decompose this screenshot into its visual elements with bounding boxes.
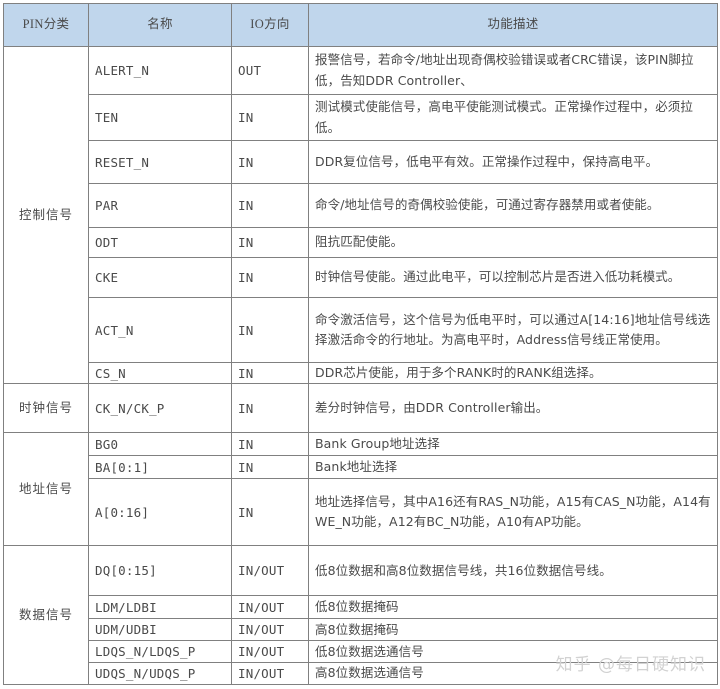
cell-description: 低8位数据和高8位数据信号线，共16位数据信号线。 xyxy=(308,545,718,597)
cell-io-direction: IN xyxy=(231,227,309,258)
table-row: 时钟信号 CK_N/CK_P IN 差分时钟信号，由DDR Controller输出。 xyxy=(3,383,718,434)
cell-io-direction: IN xyxy=(231,432,309,457)
cell-description: 高8位数据选通信号 xyxy=(308,662,718,685)
cell-description: 阻抗匹配使能。 xyxy=(308,227,718,258)
cell-description: 时钟信号使能。通过此电平，可以控制芯片是否进入低功耗模式。 xyxy=(308,257,718,298)
table-row: UDM/UDBI IN/OUT 高8位数据掩码 xyxy=(4,618,718,642)
cell-io-direction: IN/OUT xyxy=(231,618,309,642)
cell-io-direction: IN xyxy=(231,297,309,363)
table-row: PAR IN 命令/地址信号的奇偶校验使能，可通过寄存器禁用或者使能。 xyxy=(4,183,718,228)
table-header-row: PIN分类 名称 IO方向 功能描述 xyxy=(3,3,718,47)
cell-io-direction: IN xyxy=(231,478,309,547)
cell-io-direction: IN/OUT xyxy=(231,545,309,597)
cell-description: 报警信号，若命令/地址出现奇偶校验错误或者CRC错误，该PIN脚拉低，告知DDR… xyxy=(308,46,718,95)
cell-io-direction: IN/OUT xyxy=(231,662,309,685)
cell-description: Bank Group地址选择 xyxy=(308,432,718,457)
cell-description: 命令激活信号，这个信号为低电平时，可以通过A[14:16]地址信号线选择激活命令… xyxy=(308,297,718,363)
cell-pin-name: BA[0:1] xyxy=(88,455,232,480)
table-row: 数据信号 DQ[0:15] IN/OUT 低8位数据和高8位数据信号线，共16位数据信… xyxy=(3,545,718,685)
table-row: BA[0:1] IN Bank地址选择 xyxy=(4,455,718,480)
cell-pin-name: DQ[0:15] xyxy=(88,545,232,597)
table-row: 地址信号 BG0 IN Bank Group地址选择 xyxy=(3,432,718,547)
table-row: RESET_N IN DDR复位信号，低电平有效。正常操作过程中，保持高电平。 xyxy=(4,140,718,184)
cell-io-direction: IN xyxy=(231,257,309,298)
cell-pin-name: UDQS_N/UDQS_P xyxy=(88,662,232,685)
cell-io-direction: IN/OUT xyxy=(231,640,309,664)
cell-description: 差分时钟信号，由DDR Controller输出。 xyxy=(308,383,718,434)
cell-category: 控制信号 xyxy=(3,45,89,385)
cell-description: Bank地址选择 xyxy=(308,455,718,480)
table-row: LDQS_N/LDQS_P IN/OUT 低8位数据选通信号 xyxy=(4,640,718,664)
table-row: A[0:16] IN 地址选择信号，其中A16还有RAS_N功能，A15有CAS_N… xyxy=(4,478,718,547)
cell-pin-name: BG0 xyxy=(88,432,232,457)
cell-io-direction: IN/OUT xyxy=(231,595,309,620)
table-row: CKE IN 时钟信号使能。通过此电平，可以控制芯片是否进入低功耗模式。 xyxy=(4,257,718,298)
cell-pin-name: CKE xyxy=(88,257,232,298)
cell-description: 低8位数据掩码 xyxy=(308,595,718,620)
cell-description: 高8位数据掩码 xyxy=(308,618,718,642)
cell-pin-name: ODT xyxy=(88,227,232,258)
cell-io-direction: IN xyxy=(231,94,309,141)
cell-pin-name: UDM/UDBI xyxy=(88,618,232,642)
cell-category: 时钟信号 xyxy=(3,383,89,434)
cell-pin-name: CK_N/CK_P xyxy=(88,383,232,434)
cell-pin-name: CS_N xyxy=(88,361,232,385)
table-row: ODT IN 阻抗匹配使能。 xyxy=(4,227,718,258)
cell-pin-name: A[0:16] xyxy=(88,478,232,547)
table-row: ACT_N IN 命令激活信号，这个信号为低电平时，可以通过A[14:16]地址信号… xyxy=(4,297,718,363)
cell-io-direction: OUT xyxy=(231,46,309,95)
table-row: 控制信号 ALERT_N OUT 报警信号，若命令/地址出现奇偶校验错误或者CRC错误… xyxy=(3,45,718,385)
cell-description: 命令/地址信号的奇偶校验使能，可通过寄存器禁用或者使能。 xyxy=(308,183,718,228)
cell-description: 低8位数据选通信号 xyxy=(308,640,718,664)
cell-pin-name: ALERT_N xyxy=(88,46,232,95)
cell-io-direction: IN xyxy=(231,361,309,385)
column-header-io: IO方向 xyxy=(231,3,309,47)
column-header-desc: 功能描述 xyxy=(308,3,718,47)
cell-category: 地址信号 xyxy=(3,432,89,547)
table-header: PIN分类 名称 IO方向 功能描述 xyxy=(3,3,718,47)
table-row: UDQS_N/UDQS_P IN/OUT 高8位数据选通信号 xyxy=(4,662,718,685)
cell-io-direction: IN xyxy=(231,140,309,184)
cell-pin-name: LDM/LDBI xyxy=(88,595,232,620)
cell-description: 测试模式使能信号，高电平使能测试模式。正常操作过程中，必须拉低。 xyxy=(308,94,718,141)
cell-category: 数据信号 xyxy=(3,545,89,685)
table-row: TEN IN 测试模式使能信号，高电平使能测试模式。正常操作过程中，必须拉低。 xyxy=(4,94,718,141)
cell-pin-name: LDQS_N/LDQS_P xyxy=(88,640,232,664)
column-header-name: 名称 xyxy=(88,3,232,47)
cell-description: DDR复位信号，低电平有效。正常操作过程中，保持高电平。 xyxy=(308,140,718,184)
cell-io-direction: IN xyxy=(231,183,309,228)
cell-description: 地址选择信号，其中A16还有RAS_N功能，A15有CAS_N功能，A14有WE… xyxy=(308,478,718,547)
column-header-category: PIN分类 xyxy=(3,3,89,47)
cell-pin-name: ACT_N xyxy=(88,297,232,363)
cell-pin-name: TEN xyxy=(88,94,232,141)
cell-io-direction: IN xyxy=(231,455,309,480)
table-body: 控制信号 ALERT_N OUT 报警信号，若命令/地址出现奇偶校验错误或者CRC错误… xyxy=(3,45,718,685)
pin-description-table: PIN分类 名称 IO方向 功能描述 控制信号 ALERT_N OUT 报警信号，若命… xyxy=(3,3,718,685)
cell-description: DDR芯片使能，用于多个RANK时的RANK组选择。 xyxy=(308,361,718,385)
cell-pin-name: RESET_N xyxy=(88,140,232,184)
cell-io-direction: IN xyxy=(231,383,309,434)
table-row: CS_N IN DDR芯片使能，用于多个RANK时的RANK组选择。 xyxy=(4,361,718,385)
table-row: LDM/LDBI IN/OUT 低8位数据掩码 xyxy=(4,595,718,620)
cell-pin-name: PAR xyxy=(88,183,232,228)
